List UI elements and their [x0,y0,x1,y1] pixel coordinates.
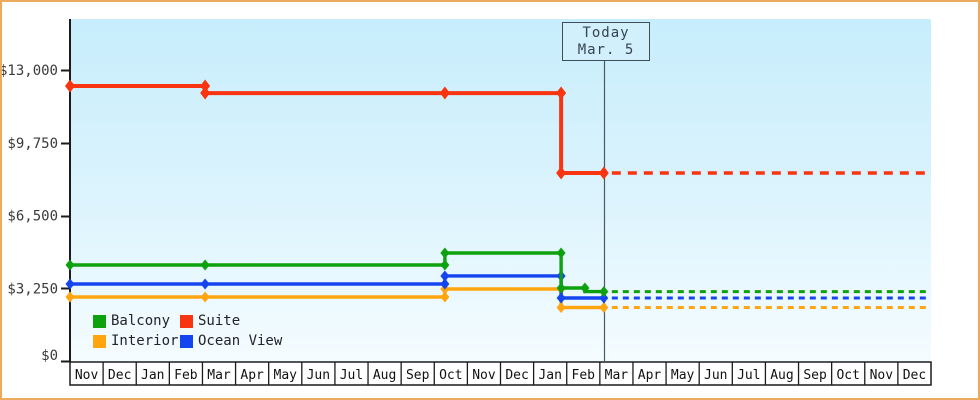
series-marker-interior [556,302,566,314]
x-axis-month-label: Aug [373,368,396,383]
today-marker-box: Today Mar. 5 [562,22,650,61]
series-marker-balcony [200,259,210,271]
series-marker-interior [65,291,75,303]
x-axis-month-label: May [671,368,695,383]
series-marker-ocean-view [200,278,210,290]
series-marker-balcony [599,286,609,298]
x-axis-month-label: Mar [605,368,629,383]
x-axis-month-label: Sep [803,368,827,383]
x-axis-month-label: Jul [340,368,363,383]
today-date: Mar. 5 [577,41,635,58]
series-marker-suite [439,86,450,100]
series-marker-ocean-view [440,270,450,282]
x-axis-month-label: Feb [174,368,198,383]
series-marker-suite [598,166,609,180]
x-axis-month-label: Oct [836,368,859,383]
series-marker-balcony [440,247,450,259]
today-label: Today [582,24,630,41]
series-marker-balcony [556,282,566,294]
series-marker-ocean-view [440,278,450,290]
x-axis-month-label: Sep [406,368,430,383]
x-axis-month-label: Jul [737,368,760,383]
x-axis-month-label: Dec [903,368,926,383]
series-marker-balcony [65,259,75,271]
series-line-interior [70,287,604,310]
x-axis-month-label: Jan [538,368,561,383]
series-marker-suite [556,86,567,100]
x-axis-month-label: Dec [505,368,528,383]
x-axis-month-label: Jan [141,368,164,383]
x-axis-month-label: May [274,368,298,383]
series-marker-balcony [580,282,590,294]
x-axis-month-label: Jun [704,368,727,383]
x-axis-month-label: Dec [108,368,131,383]
y-axis-tick-label: $13,000 [0,63,58,79]
x-axis-month-label: Feb [572,368,596,383]
x-axis-month-label: Apr [240,368,264,383]
y-axis-tick-label: $9,750 [7,136,58,152]
plot-background [70,19,931,362]
series-marker-ocean-view [65,278,75,290]
series-marker-ocean-view [599,292,609,304]
x-axis-month-label: Nov [870,368,894,383]
series-marker-suite [65,79,75,93]
series-marker-suite [200,79,211,93]
x-axis-month-label: Nov [75,368,99,383]
series-marker-balcony [556,247,566,259]
series-marker-balcony [440,259,450,271]
series-marker-interior [200,291,210,303]
y-axis-tick-label: $6,500 [7,209,58,225]
x-axis-month-label: Jun [307,368,330,383]
x-axis-month-label: Apr [638,368,662,383]
series-marker-interior [440,291,450,303]
series-marker-interior [599,302,609,314]
series-line-suite [70,84,604,175]
series-marker-suite [200,86,211,100]
x-axis-month-label: Nov [472,368,496,383]
x-axis-month-label: Oct [439,368,462,383]
series-marker-ocean-view [556,292,566,304]
y-axis-tick-label: $3,250 [7,281,58,297]
x-axis-month-label: Aug [770,368,793,383]
series-line-ocean-view [70,274,604,300]
series-marker-suite [556,166,567,180]
y-axis-tick-label: $0 [41,348,58,364]
x-axis-month-label: Mar [207,368,231,383]
